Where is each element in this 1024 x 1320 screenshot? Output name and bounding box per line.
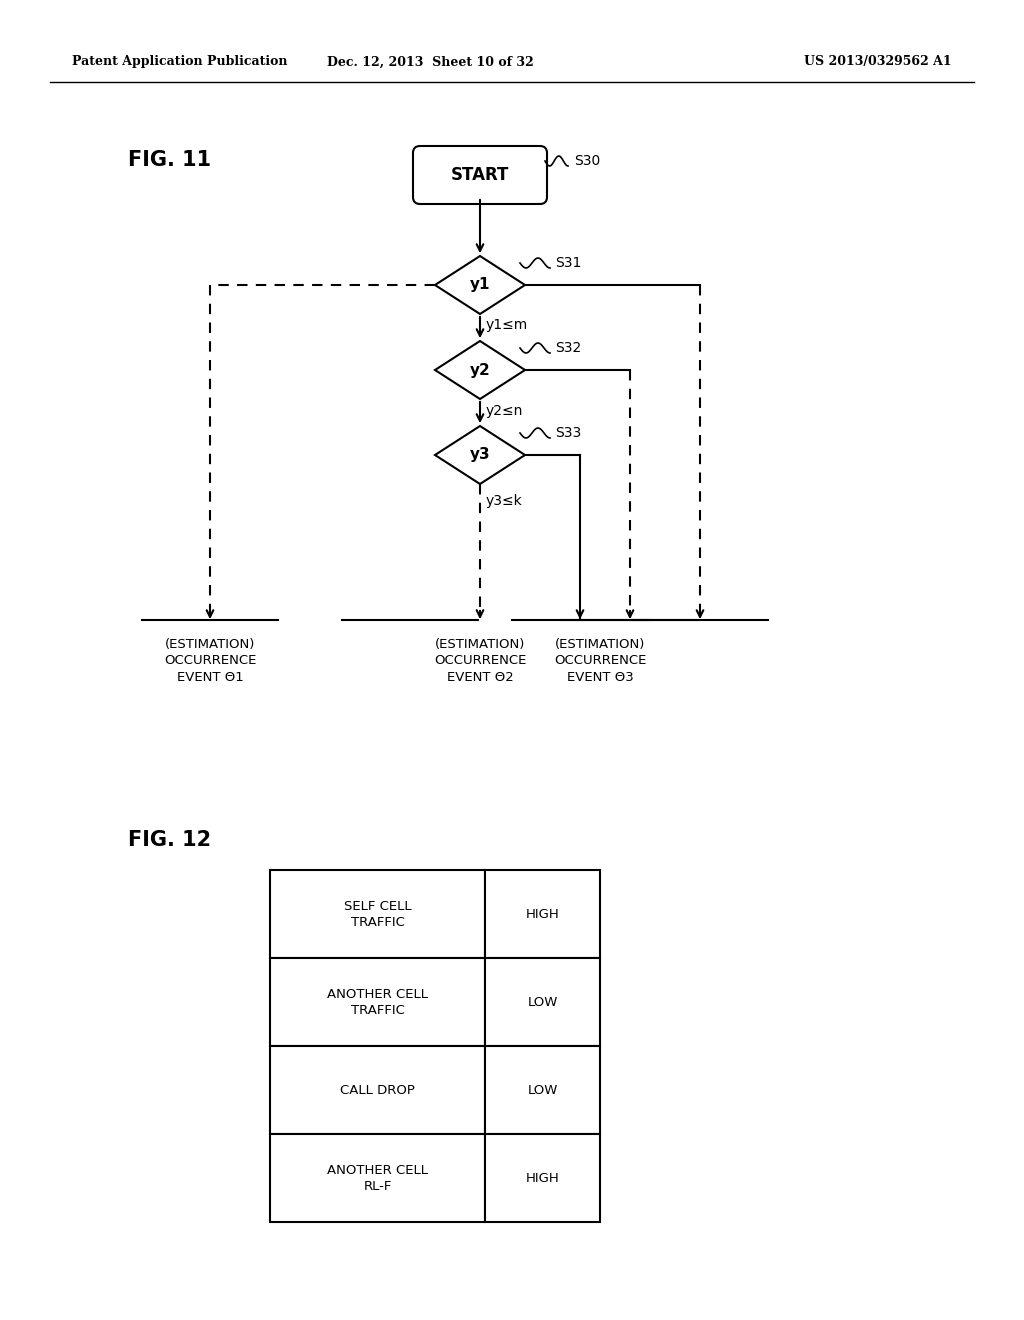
Text: (ESTIMATION)
OCCURRENCE
EVENT Θ2: (ESTIMATION) OCCURRENCE EVENT Θ2: [434, 638, 526, 684]
Bar: [485, 1045, 600, 1134]
Text: (ESTIMATION)
OCCURRENCE
EVENT Θ1: (ESTIMATION) OCCURRENCE EVENT Θ1: [164, 638, 256, 684]
Text: Patent Application Publication: Patent Application Publication: [72, 55, 288, 69]
Text: SELF CELL
TRAFFIC: SELF CELL TRAFFIC: [344, 899, 412, 928]
Bar: [485, 958, 600, 1045]
Bar: [270, 1045, 485, 1134]
Text: S31: S31: [555, 256, 582, 271]
Text: HIGH: HIGH: [525, 908, 559, 920]
Polygon shape: [435, 341, 525, 399]
Text: LOW: LOW: [527, 1084, 558, 1097]
Polygon shape: [435, 256, 525, 314]
Polygon shape: [435, 426, 525, 484]
Bar: [270, 958, 485, 1045]
FancyBboxPatch shape: [413, 147, 547, 205]
Text: y2: y2: [470, 363, 490, 378]
Text: HIGH: HIGH: [525, 1172, 559, 1184]
Text: Dec. 12, 2013  Sheet 10 of 32: Dec. 12, 2013 Sheet 10 of 32: [327, 55, 534, 69]
Text: y1: y1: [470, 277, 490, 293]
Bar: [270, 1134, 485, 1222]
Text: ANOTHER CELL
RL-F: ANOTHER CELL RL-F: [327, 1163, 428, 1192]
Bar: [270, 870, 485, 958]
Bar: [485, 1134, 600, 1222]
Text: S32: S32: [555, 341, 582, 355]
Text: LOW: LOW: [527, 995, 558, 1008]
Text: (ESTIMATION)
OCCURRENCE
EVENT Θ3: (ESTIMATION) OCCURRENCE EVENT Θ3: [554, 638, 646, 684]
Text: y3: y3: [470, 447, 490, 462]
Text: ANOTHER CELL
TRAFFIC: ANOTHER CELL TRAFFIC: [327, 987, 428, 1016]
Text: START: START: [451, 166, 509, 183]
Text: CALL DROP: CALL DROP: [340, 1084, 415, 1097]
Text: y3≤k: y3≤k: [486, 494, 522, 508]
Text: y2≤n: y2≤n: [486, 404, 523, 417]
Text: FIG. 12: FIG. 12: [128, 830, 211, 850]
Text: FIG. 11: FIG. 11: [128, 150, 211, 170]
Text: y1≤m: y1≤m: [486, 318, 528, 333]
Bar: [485, 870, 600, 958]
Text: S33: S33: [555, 426, 582, 440]
Text: S30: S30: [574, 154, 600, 168]
Text: US 2013/0329562 A1: US 2013/0329562 A1: [805, 55, 952, 69]
